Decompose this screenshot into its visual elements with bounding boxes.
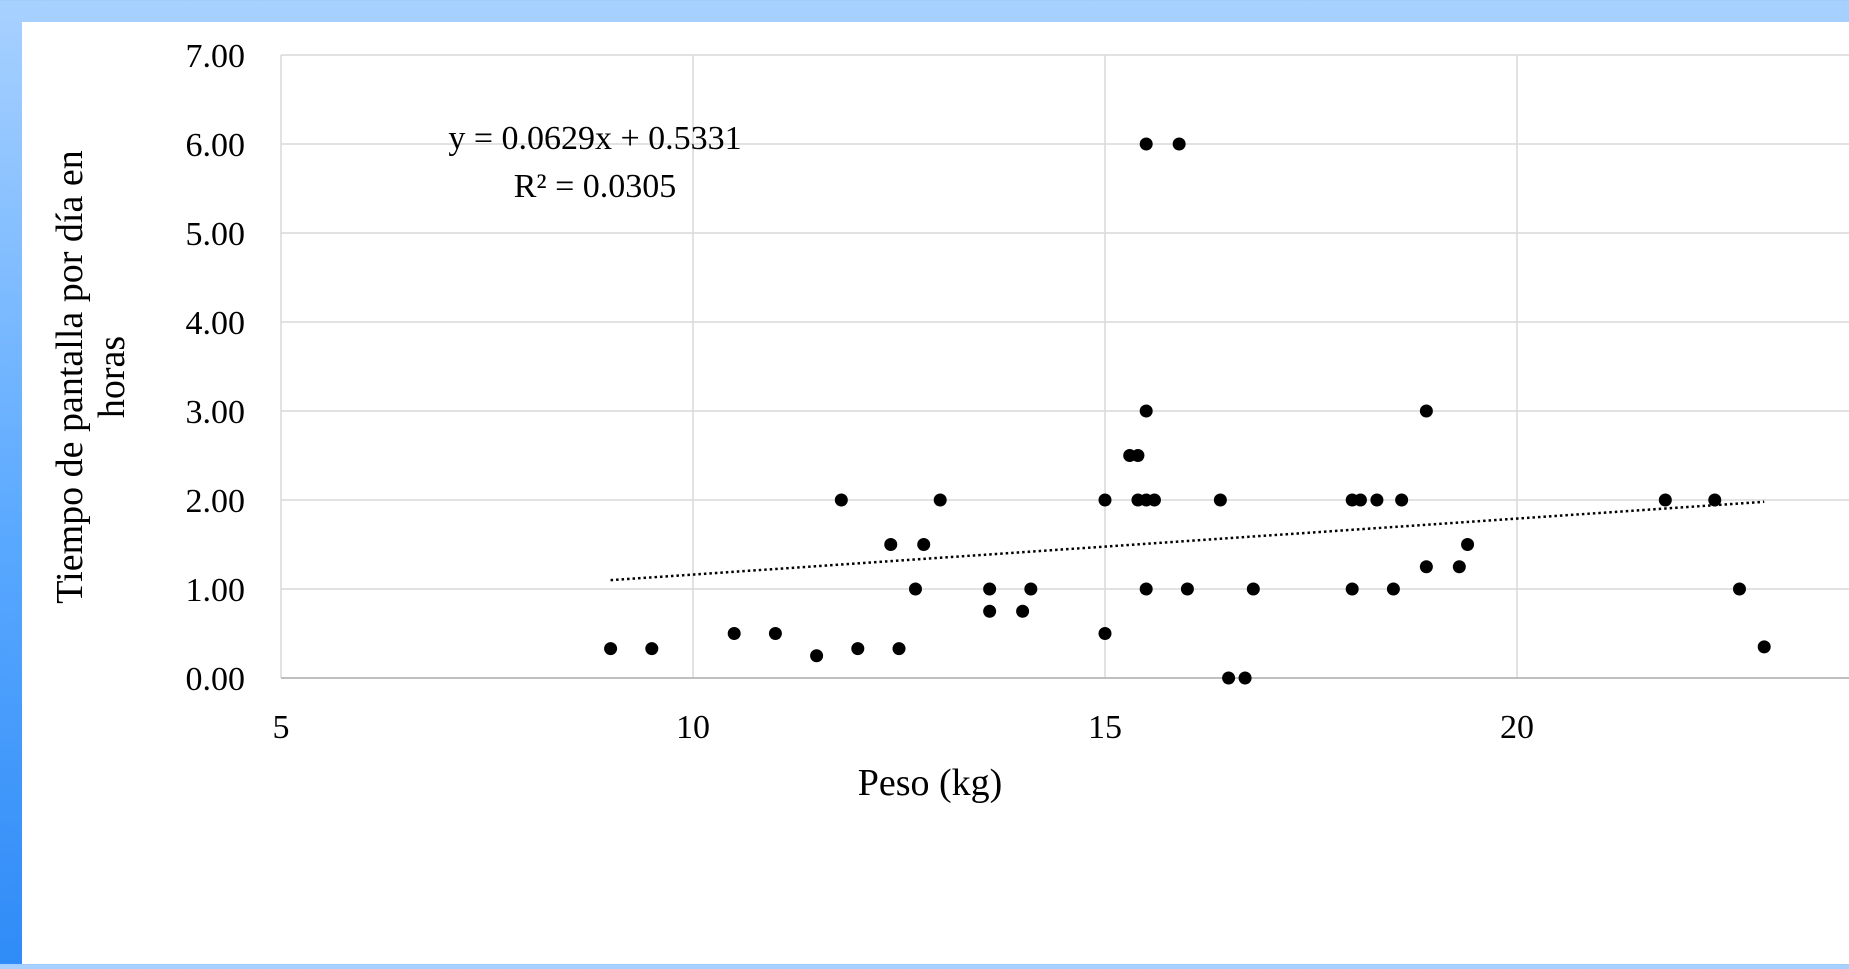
chart-panel: 51015202 0.001.002.003.004.005.006.007.0… bbox=[22, 22, 1849, 964]
data-point bbox=[1758, 640, 1771, 653]
data-point bbox=[1708, 494, 1721, 507]
data-point bbox=[1395, 494, 1408, 507]
data-point bbox=[1354, 494, 1367, 507]
data-point bbox=[1659, 494, 1672, 507]
data-point bbox=[1099, 494, 1112, 507]
data-point bbox=[983, 583, 996, 596]
x-tick-label: 10 bbox=[676, 709, 710, 746]
trendline-layer bbox=[611, 502, 1765, 580]
data-point bbox=[1148, 494, 1161, 507]
x-axis-title: Peso (kg) bbox=[858, 762, 1003, 804]
r-squared-label: R² = 0.0305 bbox=[514, 168, 677, 205]
x-tick-label: 5 bbox=[273, 709, 290, 746]
y-axis-title-line-2: horas bbox=[91, 336, 133, 418]
data-point bbox=[810, 649, 823, 662]
data-point bbox=[1346, 583, 1359, 596]
data-point bbox=[884, 538, 897, 551]
y-tick-label: 4.00 bbox=[186, 305, 246, 342]
x-tick-labels: 51015202 bbox=[273, 709, 1849, 746]
data-point bbox=[893, 642, 906, 655]
data-point bbox=[1461, 538, 1474, 551]
data-point bbox=[1370, 494, 1383, 507]
data-point bbox=[1131, 449, 1144, 462]
data-point bbox=[909, 583, 922, 596]
data-point bbox=[983, 605, 996, 618]
y-tick-label: 1.00 bbox=[186, 572, 246, 609]
data-point bbox=[1099, 627, 1112, 640]
data-point bbox=[1239, 672, 1252, 685]
data-point bbox=[851, 642, 864, 655]
data-point bbox=[1214, 494, 1227, 507]
data-point bbox=[1181, 583, 1194, 596]
data-point bbox=[1140, 405, 1153, 418]
data-point bbox=[1387, 583, 1400, 596]
data-point bbox=[1222, 672, 1235, 685]
data-point bbox=[728, 627, 741, 640]
data-point bbox=[1024, 583, 1037, 596]
data-point bbox=[1420, 560, 1433, 573]
data-point bbox=[1140, 138, 1153, 151]
y-tick-labels: 0.00 1.00 2.00 3.00 4.00 5.00 6.00 7.00 bbox=[186, 38, 246, 698]
data-point bbox=[1247, 583, 1260, 596]
data-point bbox=[1016, 605, 1029, 618]
y-tick-label: 6.00 bbox=[186, 127, 246, 164]
data-point bbox=[769, 627, 782, 640]
data-point bbox=[835, 494, 848, 507]
y-axis-title-line-1: Tiempo de pantalla por día en bbox=[49, 150, 91, 603]
y-tick-label: 7.00 bbox=[186, 38, 246, 75]
x-tick-label: 20 bbox=[1500, 709, 1534, 746]
data-point bbox=[917, 538, 930, 551]
data-point bbox=[1453, 560, 1466, 573]
scatter-chart: 51015202 0.001.002.003.004.005.006.007.0… bbox=[22, 22, 1849, 964]
y-tick-label: 0.00 bbox=[186, 661, 246, 698]
data-point bbox=[1140, 583, 1153, 596]
data-point bbox=[934, 494, 947, 507]
data-point bbox=[645, 642, 658, 655]
data-point bbox=[1420, 405, 1433, 418]
data-point bbox=[1173, 138, 1186, 151]
y-tick-label: 3.00 bbox=[186, 394, 246, 431]
data-point bbox=[604, 642, 617, 655]
y-tick-label: 2.00 bbox=[186, 483, 246, 520]
equation-label: y = 0.0629x + 0.5331 bbox=[448, 120, 741, 157]
data-point bbox=[1733, 583, 1746, 596]
x-tick-label: 15 bbox=[1088, 709, 1122, 746]
trendline bbox=[611, 502, 1765, 580]
y-tick-label: 5.00 bbox=[186, 216, 246, 253]
